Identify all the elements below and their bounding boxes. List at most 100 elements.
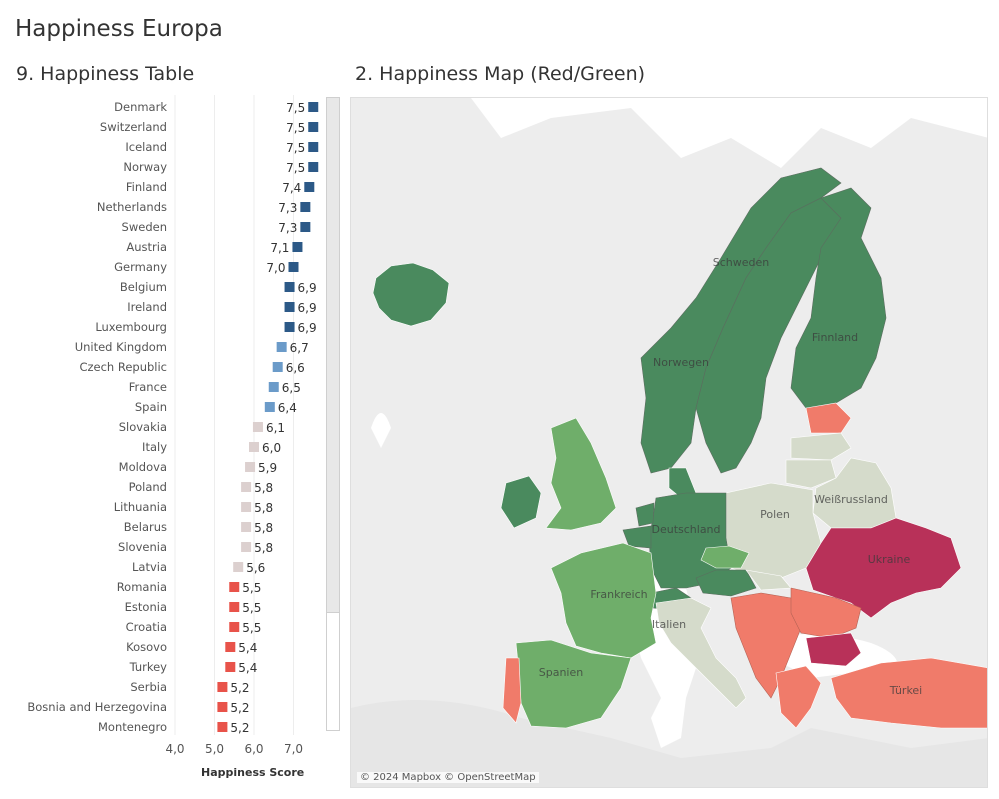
map-country-label: Finnland [812,331,858,344]
category-label: Spain [135,400,167,414]
value-label: 7,3 [278,201,297,215]
category-label: Poland [129,480,167,494]
map-country-label: Spanien [539,666,584,679]
bar-mark[interactable] [308,102,319,112]
map-country-italy [655,597,747,709]
bar-mark[interactable] [233,562,244,572]
category-label: France [129,380,167,394]
happiness-bar-chart[interactable]: Denmark 7,5 Switzerland 7,5 Iceland 7,5 Norway… [0,95,345,735]
bar-mark[interactable] [229,622,240,632]
map-country-greece [775,665,822,729]
category-label: Serbia [130,680,167,694]
value-label: 7,5 [286,121,305,135]
map-country-estonia [805,402,852,434]
bar-chart-canvas: Denmark 7,5 Switzerland 7,5 Iceland 7,5 Norway… [27,95,319,735]
value-label: 5,5 [242,621,261,635]
bar-mark[interactable] [288,262,299,272]
bar-mark[interactable] [272,362,283,372]
map-country-label: Türkei [889,684,923,697]
bar-mark[interactable] [225,662,236,672]
value-label: 6,5 [282,381,301,395]
map-country-label: Schweden [713,256,770,269]
category-label: Slovakia [119,420,167,434]
bar-mark[interactable] [284,282,295,292]
map-country-netherlands [635,502,655,527]
map-country-united-kingdom [545,417,617,531]
x-tick-label: 5,0 [205,742,224,756]
map-country-belarus [812,457,897,529]
bar-mark[interactable] [304,182,315,192]
bar-mark[interactable] [292,242,303,252]
bar-mark[interactable] [241,542,252,552]
map-country-label: Weißrussland [814,493,888,506]
value-label: 7,4 [282,181,301,195]
bar-mark[interactable] [229,602,240,612]
bar-mark[interactable] [249,442,259,452]
category-label: Germany [114,260,167,274]
scrollbar-thumb[interactable] [327,98,339,613]
bar-mark[interactable] [300,202,311,212]
map-country-iceland [372,262,450,327]
map-country-romania [790,587,862,639]
map-country-labels: Schweden Finnland Norwegen Deutschland Polen… [539,256,923,697]
map-country-france [550,542,657,659]
value-label: 5,9 [258,461,277,475]
value-label: 7,5 [286,101,305,115]
europe-map-canvas[interactable]: Schweden Finnland Norwegen Deutschland Polen… [351,98,988,788]
value-label: 5,4 [238,641,257,655]
category-label: Luxembourg [95,320,167,334]
value-label: 5,4 [238,661,257,675]
bar-mark[interactable] [284,322,295,332]
map-countries[interactable] [372,167,988,729]
value-label: 5,8 [254,521,273,535]
bar-mark[interactable] [252,422,263,432]
category-label: Kosovo [126,640,167,654]
map-attribution[interactable]: © 2024 Mapbox © OpenStreetMap [357,772,539,783]
category-label: Romania [117,580,167,594]
x-axis: 4,0 5,0 6,0 7,0 [165,742,303,756]
category-label: Norway [123,160,167,174]
category-label: Lithuania [114,500,167,514]
bar-mark[interactable] [308,142,319,152]
x-axis-title: Happiness Score [201,766,305,779]
map-country-austria [695,569,757,597]
category-label: Moldova [119,460,167,474]
value-label: 5,5 [242,601,261,615]
value-label: 5,2 [230,681,249,695]
map-country-label: Italien [652,618,686,631]
map-country-belgium [622,525,652,549]
dashboard-title: Happiness Europa [15,16,223,42]
category-label: Turkey [129,660,168,674]
bar-mark[interactable] [217,722,228,732]
bar-mark[interactable] [245,462,256,472]
bar-mark[interactable] [229,582,240,592]
x-tick-label: 6,0 [244,742,263,756]
value-label: 6,9 [298,321,317,335]
bar-mark[interactable] [300,222,311,232]
category-label: Ireland [127,300,167,314]
value-label: 7,5 [286,141,305,155]
map-country-label: Deutschland [651,523,720,536]
bar-mark[interactable] [225,642,236,652]
value-label: 6,4 [278,401,297,415]
map-country-turkey [830,657,987,729]
bar-mark[interactable] [264,402,275,412]
bar-mark[interactable] [268,382,279,392]
happiness-map[interactable]: Schweden Finnland Norwegen Deutschland Polen… [350,97,988,788]
x-tick-label: 4,0 [165,742,184,756]
value-label: 6,0 [262,441,281,455]
value-label: 5,5 [242,581,261,595]
map-country-latvia [790,432,852,461]
map-country-sweden [695,197,842,474]
bar-mark[interactable] [284,302,295,312]
bar-mark[interactable] [241,502,252,512]
bar-mark[interactable] [308,122,319,132]
bar-mark[interactable] [241,522,252,532]
bar-mark[interactable] [217,702,228,712]
bar-mark[interactable] [217,682,228,692]
bar-mark[interactable] [308,162,319,172]
bar-mark[interactable] [241,482,252,492]
bar-mark[interactable] [276,342,287,352]
vertical-scrollbar[interactable] [326,97,340,731]
value-label: 6,6 [286,361,305,375]
